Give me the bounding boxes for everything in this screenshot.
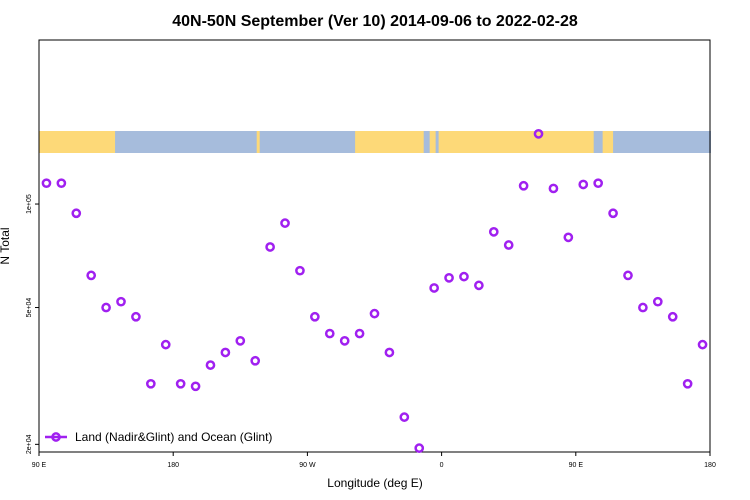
land-segment xyxy=(438,131,594,153)
land-segment xyxy=(39,131,116,153)
data-point xyxy=(682,378,693,389)
chart-title: 40N-50N September (Ver 10) 2014-09-06 to… xyxy=(172,13,578,30)
data-point xyxy=(354,328,365,339)
data-point xyxy=(310,311,320,322)
x-axis-label: Longitude (deg E) xyxy=(327,476,422,490)
legend: Land (Nadir&Glint) and Ocean (Glint) xyxy=(45,430,272,444)
data-point xyxy=(339,335,350,346)
x-tick-label: 0 xyxy=(440,462,444,469)
data-point xyxy=(593,178,604,189)
data-point xyxy=(548,183,559,194)
data-point xyxy=(638,302,648,313)
data-point xyxy=(459,271,469,282)
data-point xyxy=(220,347,231,358)
data-point xyxy=(399,412,410,422)
y-axis-label: N Total xyxy=(0,227,12,264)
data-point xyxy=(190,381,201,392)
x-tick-label: 180 xyxy=(167,462,179,469)
y-axis: 2e+04 5e+04 1e+05 xyxy=(26,194,39,454)
data-point xyxy=(160,339,171,350)
data-point xyxy=(145,378,156,389)
data-point xyxy=(86,270,97,281)
data-point xyxy=(71,208,82,219)
data-point xyxy=(414,443,425,453)
legend-marker xyxy=(51,432,61,442)
x-tick-label: 90 E xyxy=(32,462,47,469)
data-point xyxy=(533,129,544,139)
data-point xyxy=(41,178,52,189)
y-tick-label: 2e+04 xyxy=(26,434,33,454)
data-point xyxy=(503,240,514,250)
data-point xyxy=(324,328,335,339)
data-point xyxy=(563,232,574,243)
data-point xyxy=(697,339,708,350)
land-segment xyxy=(602,131,614,153)
data-point xyxy=(280,218,290,228)
y-tick-label: 1e+05 xyxy=(26,194,33,214)
data-point xyxy=(578,179,589,190)
y-tick-label: 5e+04 xyxy=(26,298,33,318)
land-band xyxy=(39,131,614,153)
data-point xyxy=(474,280,484,291)
data-point xyxy=(56,178,67,189)
data-point xyxy=(235,335,246,346)
x-tick-label: 180 xyxy=(704,462,716,469)
x-tick-label: 90 W xyxy=(299,462,316,469)
data-point xyxy=(623,270,633,281)
data-point xyxy=(429,283,439,293)
data-point xyxy=(608,208,618,219)
land-segment xyxy=(256,131,260,153)
data-point xyxy=(265,242,275,252)
x-axis: 90 E 180 90 W 0 90 E 180 xyxy=(32,452,716,469)
data-point xyxy=(444,272,454,283)
background-map-band xyxy=(39,131,711,153)
x-tick-label: 90 E xyxy=(569,462,584,469)
data-point xyxy=(205,360,216,370)
legend-label: Land (Nadir&Glint) and Ocean (Glint) xyxy=(75,430,272,444)
data-point xyxy=(116,296,126,307)
land-segment xyxy=(429,131,436,153)
data-point xyxy=(101,302,111,313)
data-point xyxy=(667,311,678,322)
plot-frame xyxy=(38,39,711,453)
data-points xyxy=(41,129,708,453)
land-segment xyxy=(355,131,424,153)
data-point xyxy=(488,227,499,237)
data-point xyxy=(384,347,395,358)
data-point xyxy=(250,355,261,366)
data-point xyxy=(518,180,529,191)
data-point xyxy=(131,311,141,322)
data-point xyxy=(175,378,186,389)
data-point xyxy=(369,308,380,319)
data-point xyxy=(652,296,663,307)
data-point xyxy=(295,265,305,276)
